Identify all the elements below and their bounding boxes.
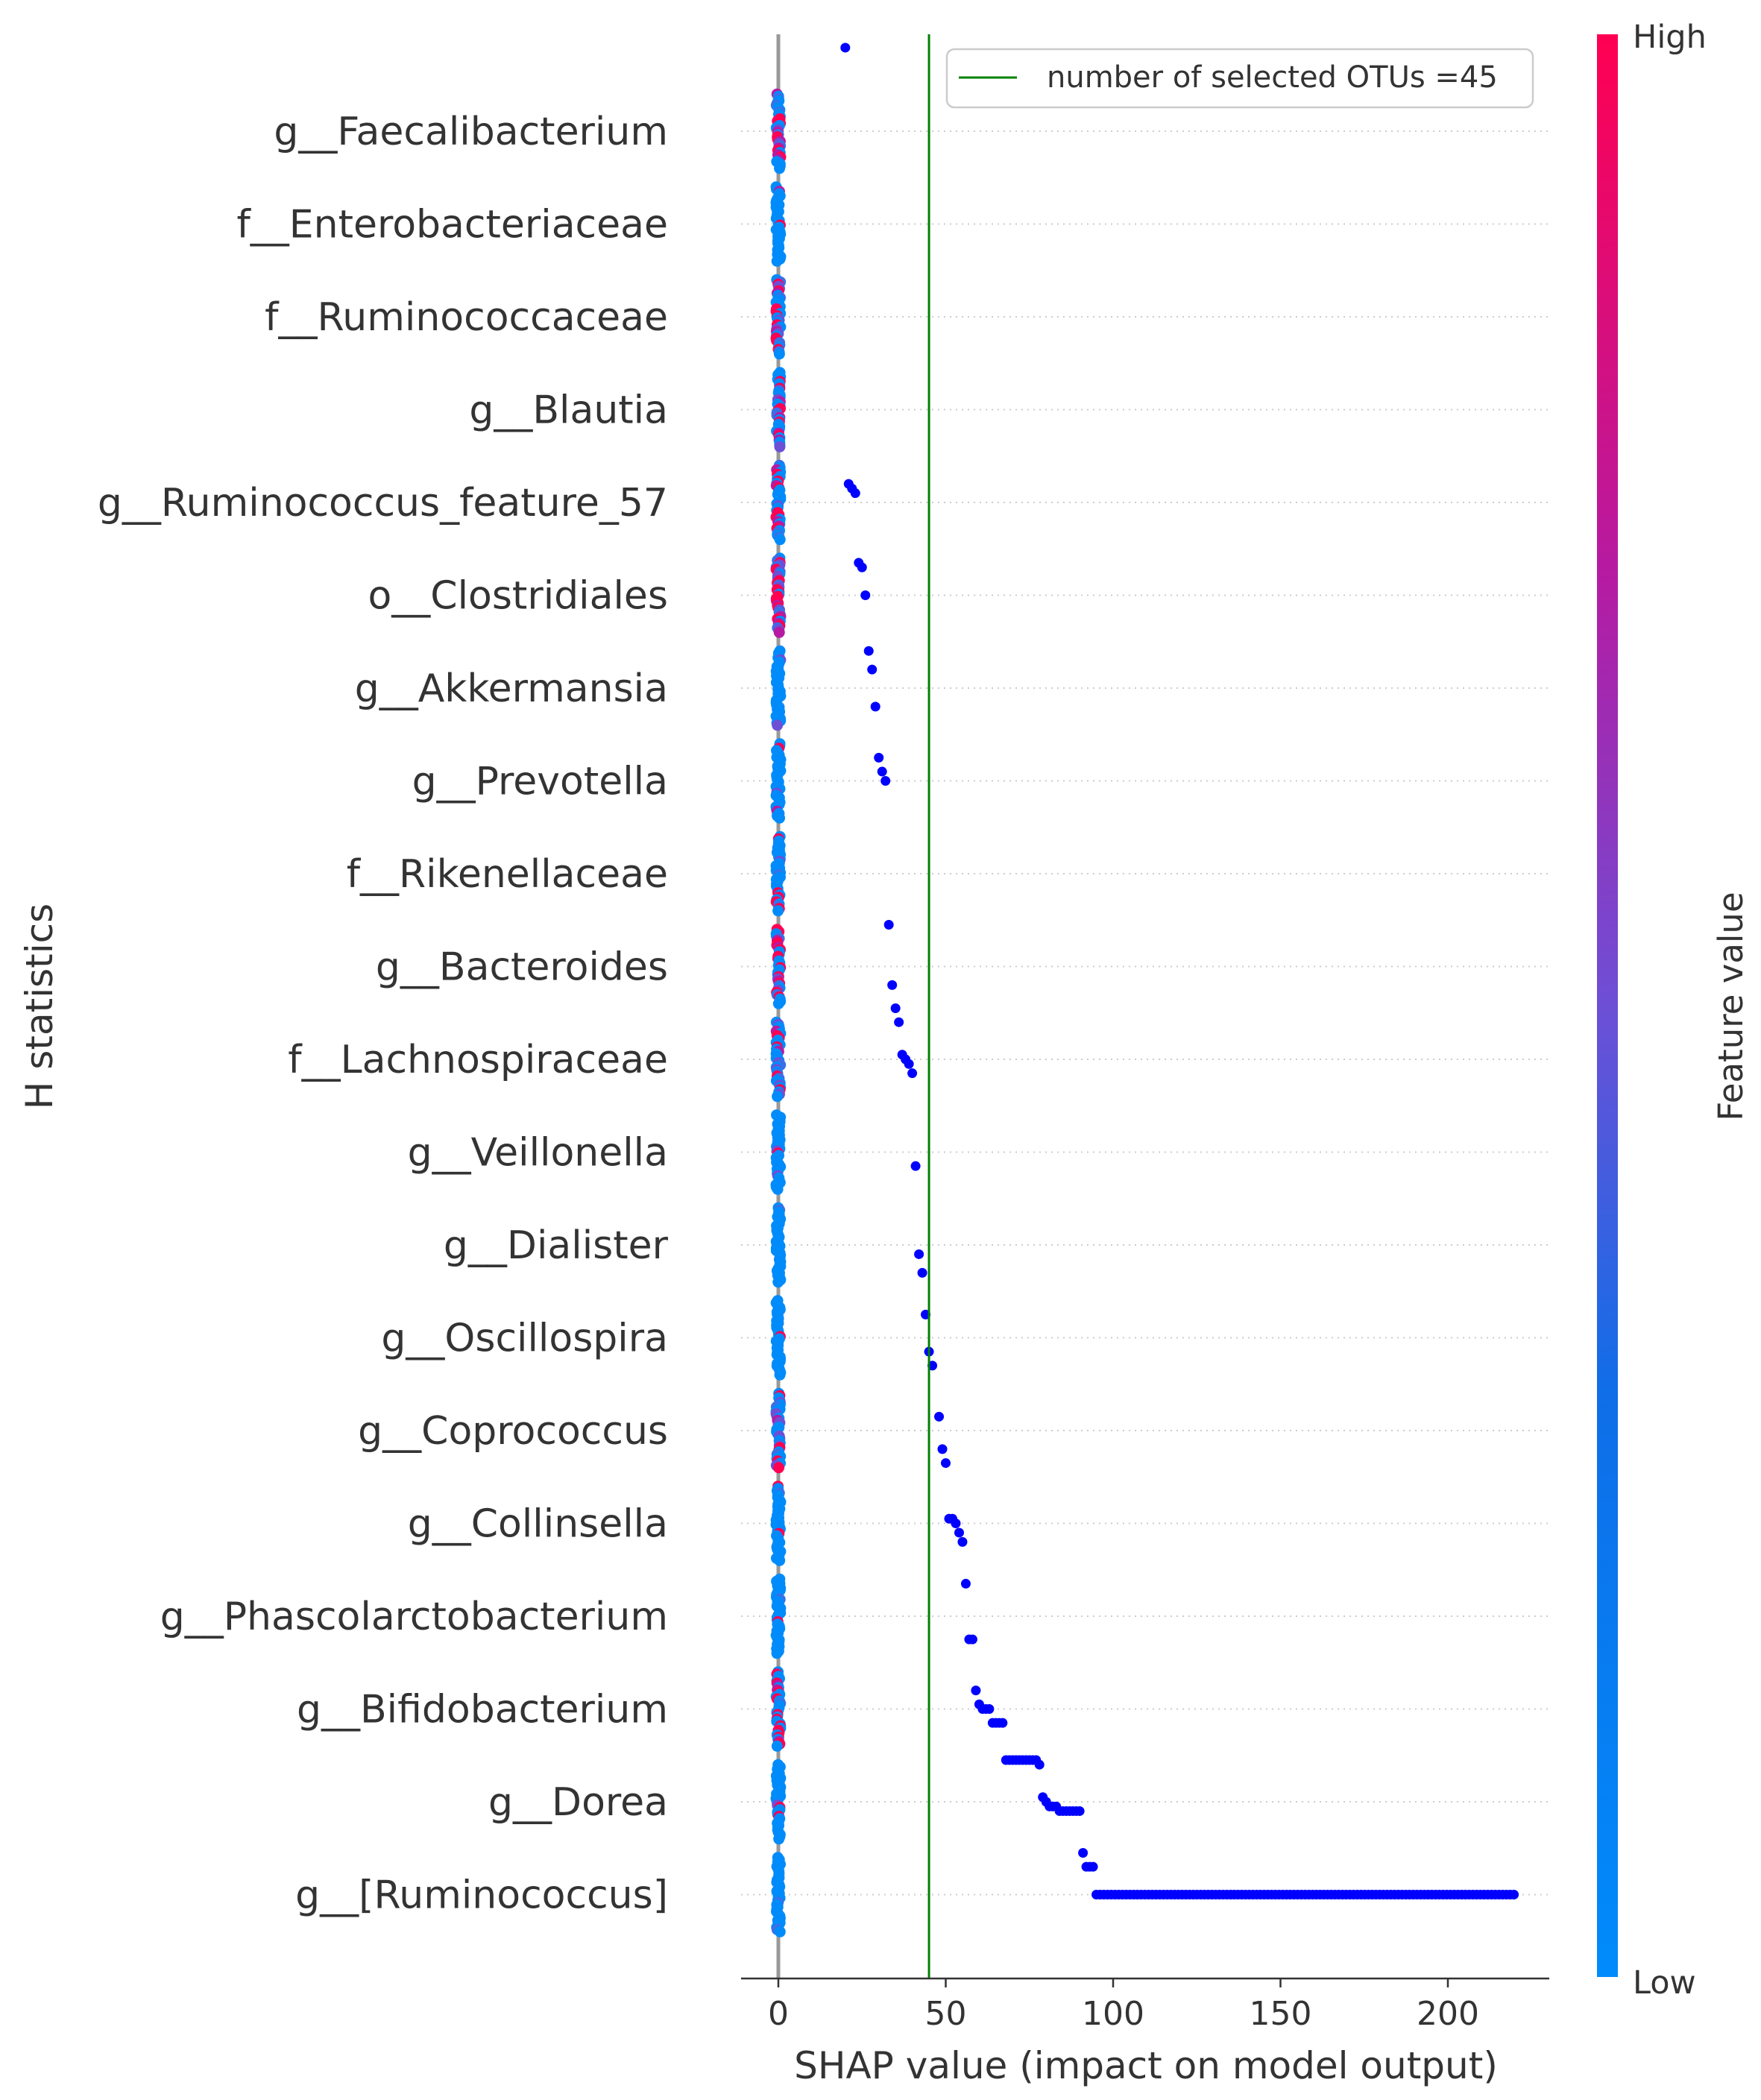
selection-point (954, 1527, 964, 1538)
x-tick-label: 50 (925, 1995, 967, 2033)
feature-point (774, 163, 786, 174)
x-tick-label: 200 (1417, 1995, 1479, 2033)
colorbar-low-label: Low (1633, 1964, 1696, 2002)
feature-label: g__Faecalibacterium (274, 110, 668, 154)
selection-point (998, 1718, 1008, 1728)
feature-label: g__Dorea (488, 1780, 668, 1825)
selection-point (883, 919, 894, 930)
selection-point (1078, 1847, 1089, 1858)
feature-point (771, 1740, 783, 1752)
feature-label: f__Ruminococcaceae (265, 295, 668, 340)
feature-point (774, 1926, 786, 1937)
feature-point (773, 1462, 785, 1474)
selection-point (1034, 1759, 1045, 1770)
x-tick-label: 0 (768, 1995, 789, 2033)
y-axis-title: H statistics (18, 904, 61, 1109)
selection-point (880, 776, 891, 786)
selection-point (934, 1411, 945, 1422)
selection-point (904, 1059, 914, 1069)
selection-point (960, 1578, 971, 1589)
colorbar-title: Feature value (1711, 892, 1751, 1120)
selection-point (914, 1249, 924, 1259)
feature-point (772, 997, 784, 1009)
selection-point (941, 1458, 951, 1469)
feature-point (774, 812, 786, 824)
x-tick-label: 150 (1250, 1995, 1312, 2033)
selection-point (907, 1068, 918, 1079)
selection-point (1088, 1861, 1098, 1872)
selection-point (870, 701, 880, 712)
selection-point (1509, 1890, 1519, 1899)
feature-point (774, 1369, 786, 1381)
feature-label: g__Collinsella (408, 1502, 668, 1547)
selection-point (1074, 1806, 1085, 1816)
feature-label: g__Blautia (469, 388, 668, 433)
row-gridlines (741, 130, 1549, 1896)
feature-point (772, 1183, 784, 1195)
feature-point (774, 441, 786, 453)
selection-point (840, 42, 851, 53)
selection-point (867, 664, 878, 675)
feature-clusters (770, 88, 787, 1937)
feature-label: g__Coprococcus (358, 1409, 668, 1454)
feature-label: g__Phascolarctobacterium (160, 1595, 668, 1639)
feature-point (774, 534, 786, 546)
feature-point (772, 1276, 784, 1288)
legend: number of selected OTUs =45 (945, 48, 1534, 109)
colorbar-gradient (1597, 34, 1618, 1977)
feature-label: g__Ruminococcus_feature_57 (98, 481, 668, 526)
selection-point (910, 1161, 921, 1171)
feature-label: g__Prevotella (412, 760, 668, 804)
legend-box (945, 48, 1534, 109)
feature-point (773, 348, 785, 360)
x-tick-label: 100 (1082, 1995, 1144, 2033)
feature-point (772, 905, 784, 917)
feature-label: f__Enterobacteriaceae (236, 203, 668, 247)
feature-label: g__Bifidobacterium (297, 1688, 668, 1732)
selection-point (857, 562, 867, 573)
selection-point (894, 1017, 904, 1027)
feature-point (773, 1833, 785, 1845)
selection-point (984, 1704, 995, 1714)
feature-point (773, 626, 785, 638)
feature-label: o__Clostridiales (368, 574, 668, 619)
selection-point (887, 980, 898, 990)
feature-point (774, 1554, 786, 1566)
feature-point (772, 1091, 784, 1103)
feature-point (772, 719, 784, 731)
legend-label: number of selected OTUs =45 (1047, 60, 1498, 95)
colorbar-high-label: High (1633, 19, 1707, 56)
selection-point (860, 590, 871, 600)
feature-label: g__Dialister (444, 1223, 669, 1268)
feature-label: f__Rikenellaceae (347, 852, 668, 897)
feature-label: g__[Ruminococcus] (295, 1873, 668, 1918)
x-axis-title: SHAP value (impact on model output) (794, 2044, 1498, 2087)
feature-label: f__Lachnospiraceae (288, 1038, 668, 1082)
feature-label: g__Akkermansia (355, 666, 668, 711)
selection-point (863, 646, 874, 656)
x-axis-ticks: 0 50 100 150 200 (768, 1978, 1479, 2033)
selection-point (951, 1519, 961, 1528)
selection-point (971, 1686, 981, 1696)
selection-point (877, 766, 887, 777)
selection-point (890, 1003, 901, 1014)
selection-point (937, 1444, 948, 1454)
selection-point (874, 752, 884, 763)
selection-point (957, 1536, 968, 1547)
feature-label: g__Veillonella (408, 1131, 668, 1176)
selection-curve-points (840, 42, 1519, 1899)
colorbar: High Low Feature value (1597, 19, 1751, 2002)
feature-label: g__Bacteroides (376, 945, 668, 990)
selection-point (917, 1267, 927, 1278)
feature-point (771, 255, 783, 267)
selection-point (850, 488, 860, 499)
selection-point (967, 1634, 977, 1645)
feature-point (771, 1647, 783, 1659)
feature-label: g__Oscillospira (381, 1317, 668, 1361)
feature-labels: g__Faecalibacterium f__Enterobacteriaceae… (98, 110, 669, 1918)
